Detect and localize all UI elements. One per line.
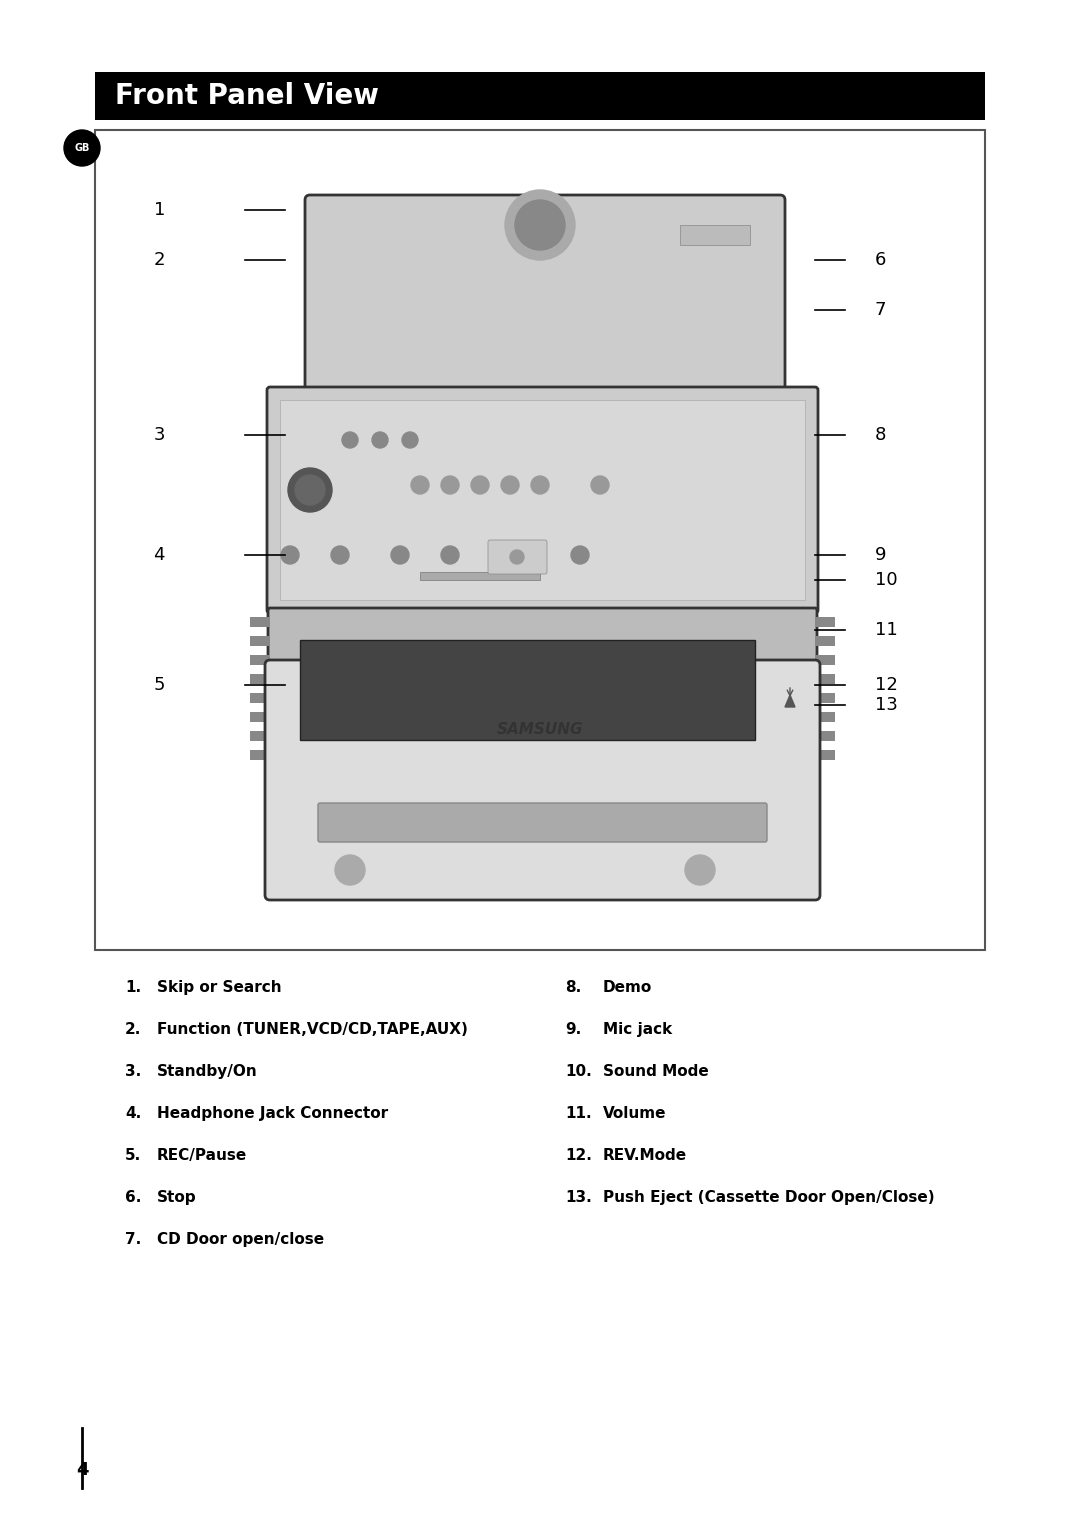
- Bar: [815, 656, 835, 665]
- FancyBboxPatch shape: [268, 608, 816, 762]
- Text: 11.: 11.: [565, 1106, 592, 1122]
- Circle shape: [342, 432, 357, 448]
- Bar: [249, 750, 270, 759]
- Text: 10.: 10.: [565, 1063, 592, 1079]
- Text: 12.: 12.: [565, 1148, 592, 1163]
- Text: Mic jack: Mic jack: [603, 1022, 672, 1038]
- Circle shape: [372, 432, 388, 448]
- Text: Push Eject (Cassette Door Open/Close): Push Eject (Cassette Door Open/Close): [603, 1190, 934, 1206]
- Text: 13.: 13.: [565, 1190, 592, 1206]
- Circle shape: [471, 477, 489, 494]
- Bar: [300, 640, 755, 740]
- Bar: [815, 730, 835, 741]
- FancyBboxPatch shape: [305, 196, 785, 405]
- Circle shape: [531, 477, 549, 494]
- Text: 8: 8: [875, 426, 887, 445]
- Text: Skip or Search: Skip or Search: [157, 979, 282, 995]
- Text: GB: GB: [75, 144, 90, 153]
- Text: 6.: 6.: [125, 1190, 141, 1206]
- Bar: [249, 694, 270, 703]
- Text: Headphone Jack Connector: Headphone Jack Connector: [157, 1106, 388, 1122]
- Circle shape: [685, 856, 715, 885]
- Text: CD Door open/close: CD Door open/close: [157, 1232, 324, 1247]
- Text: REV.Mode: REV.Mode: [603, 1148, 687, 1163]
- Text: Stop: Stop: [157, 1190, 197, 1206]
- Bar: [815, 636, 835, 646]
- Text: 7: 7: [875, 301, 887, 319]
- Circle shape: [411, 477, 429, 494]
- Text: 2.: 2.: [125, 1022, 141, 1038]
- Circle shape: [335, 856, 365, 885]
- Text: 8.: 8.: [565, 979, 581, 995]
- Bar: [249, 636, 270, 646]
- Bar: [249, 656, 270, 665]
- Circle shape: [402, 432, 418, 448]
- Bar: [249, 730, 270, 741]
- Circle shape: [441, 545, 459, 564]
- Text: Sound Mode: Sound Mode: [603, 1063, 708, 1079]
- Text: 4: 4: [153, 545, 165, 564]
- Circle shape: [510, 550, 524, 564]
- Bar: [815, 712, 835, 723]
- Bar: [95, 72, 985, 121]
- Text: 12: 12: [875, 675, 897, 694]
- Text: 1: 1: [153, 202, 165, 219]
- Circle shape: [501, 477, 519, 494]
- Text: 10: 10: [875, 571, 897, 588]
- Circle shape: [330, 545, 349, 564]
- FancyBboxPatch shape: [488, 539, 546, 575]
- Text: 7.: 7.: [125, 1232, 141, 1247]
- Bar: [249, 617, 270, 626]
- Bar: [815, 750, 835, 759]
- Bar: [95, 130, 985, 950]
- FancyBboxPatch shape: [265, 660, 820, 900]
- Bar: [420, 571, 540, 581]
- Circle shape: [64, 130, 100, 167]
- Bar: [815, 674, 835, 685]
- Text: 11: 11: [875, 620, 897, 639]
- FancyBboxPatch shape: [267, 387, 818, 613]
- Text: SAMSUNG: SAMSUNG: [497, 723, 583, 738]
- Text: 4: 4: [76, 1461, 89, 1479]
- Circle shape: [295, 475, 325, 504]
- Text: 9.: 9.: [565, 1022, 581, 1038]
- Text: 1.: 1.: [125, 979, 141, 995]
- Circle shape: [391, 545, 409, 564]
- Text: 9: 9: [875, 545, 887, 564]
- Text: Standby/On: Standby/On: [157, 1063, 258, 1079]
- Bar: [249, 674, 270, 685]
- Text: 13: 13: [875, 695, 897, 714]
- Text: Function (TUNER,VCD/CD,TAPE,AUX): Function (TUNER,VCD/CD,TAPE,AUX): [157, 1022, 468, 1038]
- Text: Volume: Volume: [603, 1106, 666, 1122]
- Text: 2: 2: [153, 251, 165, 269]
- Text: 4.: 4.: [125, 1106, 141, 1122]
- Circle shape: [515, 200, 565, 251]
- Bar: [815, 694, 835, 703]
- Circle shape: [441, 477, 459, 494]
- Text: 5.: 5.: [125, 1148, 141, 1163]
- Text: Demo: Demo: [603, 979, 652, 995]
- Circle shape: [281, 545, 299, 564]
- Circle shape: [505, 189, 575, 260]
- Circle shape: [571, 545, 589, 564]
- Text: 5: 5: [153, 675, 165, 694]
- Text: 3.: 3.: [125, 1063, 141, 1079]
- Text: REC/Pause: REC/Pause: [157, 1148, 247, 1163]
- Circle shape: [591, 477, 609, 494]
- Circle shape: [288, 468, 332, 512]
- Bar: [815, 617, 835, 626]
- Bar: [249, 712, 270, 723]
- Text: 6: 6: [875, 251, 887, 269]
- Text: 3: 3: [153, 426, 165, 445]
- Polygon shape: [785, 695, 795, 707]
- Text: Front Panel View: Front Panel View: [114, 83, 379, 110]
- Bar: [280, 400, 805, 601]
- FancyBboxPatch shape: [318, 804, 767, 842]
- Bar: [680, 225, 750, 244]
